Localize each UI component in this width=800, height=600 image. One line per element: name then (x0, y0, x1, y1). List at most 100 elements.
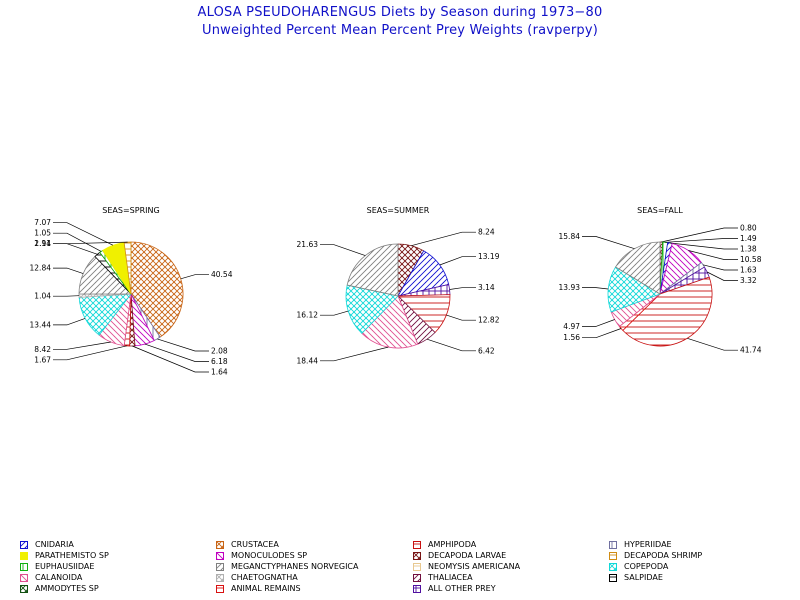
leader-line (446, 314, 476, 321)
slice-label: 1.05 (34, 229, 51, 238)
legend-swatch (216, 551, 224, 560)
legend-swatch (609, 562, 617, 571)
slice-label: 3.14 (478, 283, 495, 292)
slice-label: 15.84 (559, 232, 581, 241)
legend-item-decapoda-shrimp: DECAPODA SHRIMP (609, 550, 702, 561)
slice-meganctyphanes-norvegica (346, 243, 399, 297)
legend-item-parathemisto-sp: PARATHEMISTO SP (20, 550, 109, 561)
slice-label: 13.93 (559, 283, 581, 292)
slice-label: 6.18 (211, 357, 228, 366)
legend-item-euphausiidae: EUPHAUSIIDAE (20, 561, 94, 572)
leader-line (320, 346, 389, 362)
legend-swatch (609, 551, 617, 560)
chart-subtitle: Unweighted Percent Mean Percent Prey Wei… (202, 23, 598, 38)
slice-label: 13.19 (478, 252, 500, 261)
slice-label: 1.49 (740, 234, 757, 243)
slice-label: 1.38 (740, 245, 757, 254)
legend-item-meganctyphanes-norvegica: MEGANCTYPHANES NORVEGICA (216, 561, 359, 572)
legend-label: DECAPODA LARVAE (428, 551, 507, 560)
pie-title: SEAS=SPRING (102, 206, 159, 215)
slice-label: 7.07 (34, 218, 51, 227)
legend-item-all-other-prey: ALL OTHER PREY (413, 583, 496, 594)
legend-swatch (216, 540, 224, 549)
legend-label: CNIDARIA (35, 540, 74, 549)
chart-titles: ALOSA PSEUDOHARENGUS Diets by Season dur… (0, 4, 800, 40)
legend-item-animal-remains: ANIMAL REMAINS (216, 583, 301, 594)
slice-label: 12.84 (30, 264, 52, 273)
slice-label: 1.64 (211, 367, 228, 376)
leader-line (53, 295, 80, 297)
leader-line (582, 328, 622, 339)
slice-label: 2.08 (211, 346, 228, 355)
slice-crustacea (130, 241, 184, 338)
legend-label: THALIACEA (428, 573, 473, 582)
slice-label: 13.44 (30, 320, 52, 329)
slice-label: 1.04 (34, 292, 51, 301)
leader-line (53, 318, 86, 326)
leader-line (180, 274, 209, 280)
legend-swatch (20, 562, 28, 571)
legend-label: CRUSTACEA (231, 540, 279, 549)
leader-line (53, 241, 128, 245)
slice-label: 21.63 (297, 240, 319, 249)
legend-swatch (20, 573, 28, 582)
legend-swatch (609, 540, 617, 549)
legend-item-chaetognatha: CHAETOGNATHA (216, 572, 298, 583)
leader-line (53, 222, 114, 246)
legend-item-monoculodes-sp: MONOCULODES SP (216, 550, 307, 561)
slice-copepoda (345, 284, 399, 334)
legend-item-calanoida: CALANOIDA (20, 572, 82, 583)
legend-item-decapoda-larvae: DECAPODA LARVAE (413, 550, 506, 561)
slice-label: 8.42 (34, 345, 51, 354)
leader-line (661, 227, 738, 243)
legend-label: SALPIDAE (624, 573, 663, 582)
slice-label: 2.11 (34, 239, 51, 248)
slice-label: 6.42 (478, 346, 495, 355)
leader-line (320, 244, 366, 256)
legend-label: DECAPODA SHRIMP (624, 551, 703, 560)
legend-item-thaliacea: THALIACEA (413, 572, 473, 583)
legend-item-ammodytes-sp: AMMODYTES SP (20, 583, 99, 594)
legend-label: MONOCULODES SP (231, 551, 308, 560)
legend-swatch (413, 562, 421, 571)
legend-item-crustacea: CRUSTACEA (216, 539, 279, 550)
chart-title: ALOSA PSEUDOHARENGUS Diets by Season dur… (197, 5, 603, 20)
legend-swatch (413, 573, 421, 582)
legend-swatch (20, 584, 28, 593)
leader-line (439, 256, 476, 266)
slice-amphipoda (622, 276, 713, 347)
leader-line (702, 264, 738, 271)
slice-label: 1.56 (563, 333, 580, 342)
leader-line (582, 319, 615, 327)
legend-label: HYPERIIDAE (624, 540, 672, 549)
slice-label: 1.67 (34, 355, 51, 364)
legend-label: EUPHAUSIIDAE (35, 562, 95, 571)
pie-seas-summer: SEAS=SUMMER 8.24 13.19 3.14 12.82 6.42 18.44 16… (297, 206, 500, 365)
leader-line (688, 250, 738, 260)
legend-label: COPEPODA (624, 562, 669, 571)
slice-label: 8.24 (478, 228, 495, 237)
legend-swatch (413, 540, 421, 549)
legend-label: PARATHEMISTO SP (35, 551, 109, 560)
leader-line (669, 242, 738, 250)
legend-swatch (216, 584, 224, 593)
slice-label: 10.58 (740, 255, 762, 264)
legend-label: ANIMAL REMAINS (231, 584, 301, 593)
slice-label: 1.63 (740, 266, 757, 275)
legend-item-amphipoda: AMPHIPODA (413, 539, 476, 550)
slice-label: 40.54 (211, 270, 233, 279)
legend-label: ALL OTHER PREY (428, 584, 496, 593)
leader-line (53, 232, 102, 252)
slice-label: 12.82 (478, 316, 500, 325)
legend-item-hyperiidae: HYPERIIDAE (609, 539, 672, 550)
leader-line (157, 338, 209, 352)
legend-swatch (216, 562, 224, 571)
leader-line (144, 343, 209, 362)
legend-item-salpidae: SALPIDAE (609, 572, 663, 583)
leader-line (320, 310, 349, 316)
leader-line (53, 243, 98, 255)
leader-line (53, 341, 111, 350)
legend-swatch (20, 551, 28, 560)
slice-label: 3.32 (740, 276, 757, 285)
